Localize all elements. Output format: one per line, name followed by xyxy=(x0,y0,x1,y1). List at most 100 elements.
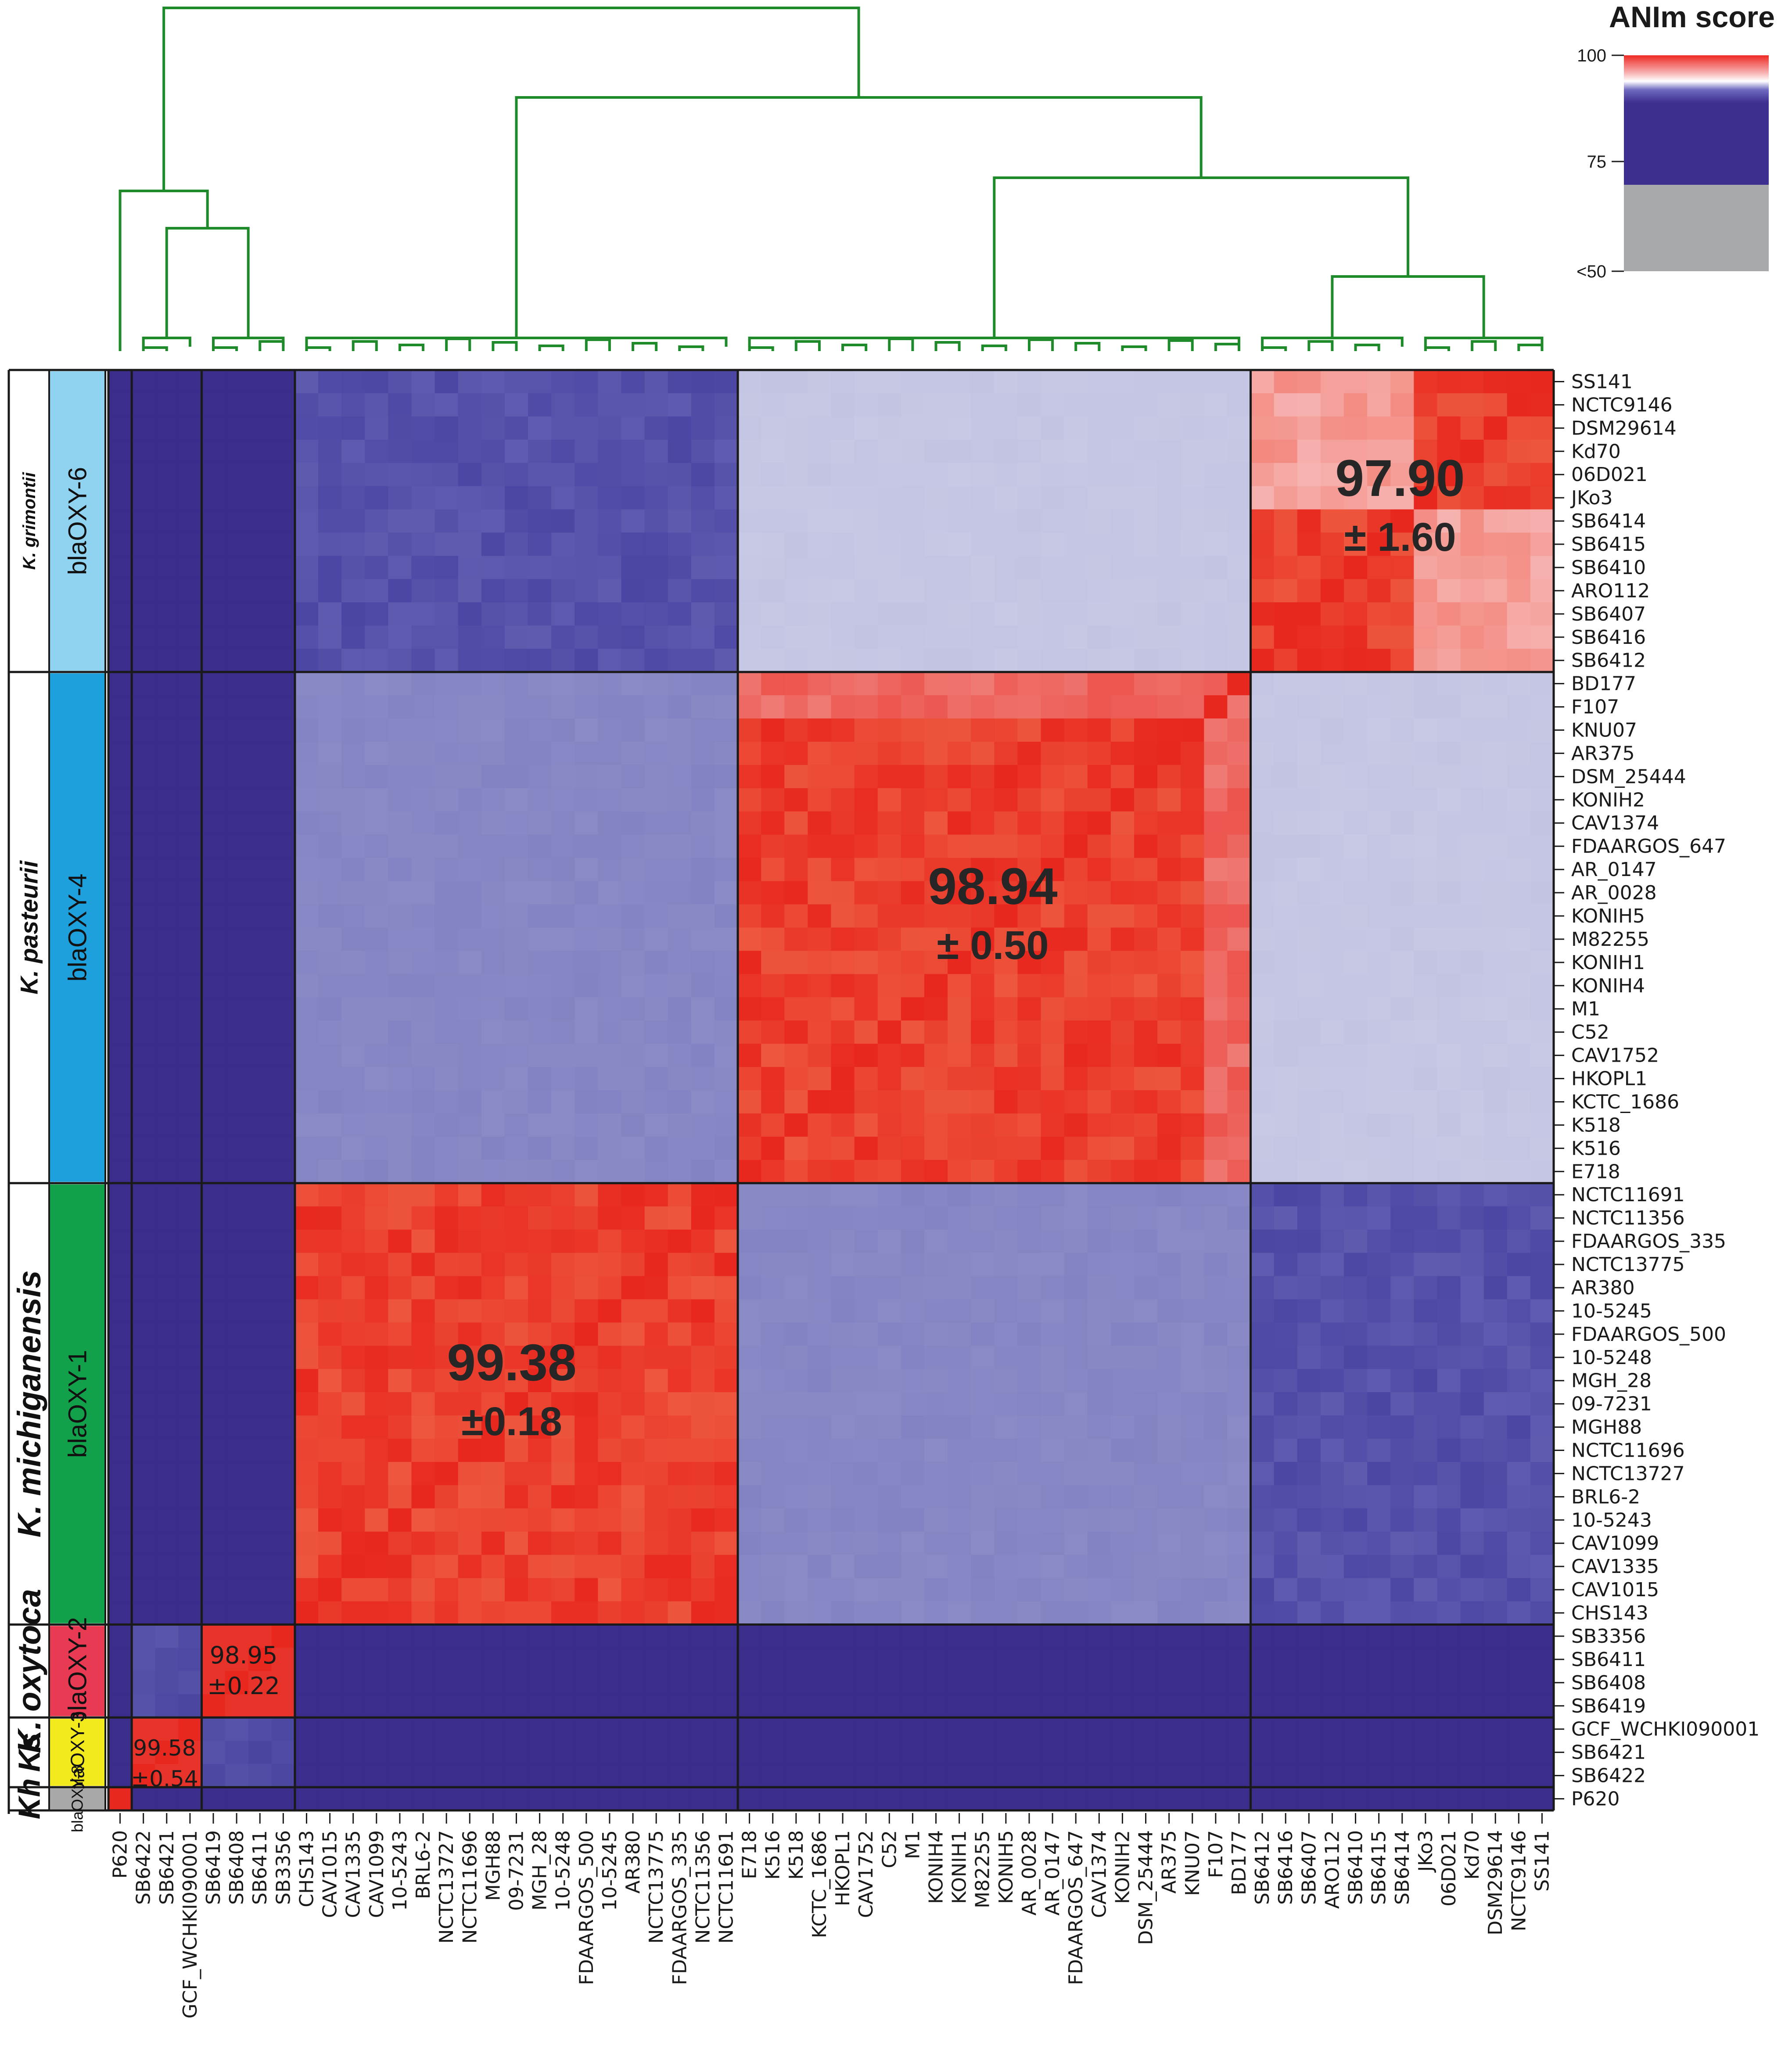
heatmap-cell xyxy=(1017,1717,1041,1741)
heatmap-cell xyxy=(1157,1090,1181,1114)
heatmap-cell xyxy=(551,672,575,696)
heatmap-cell xyxy=(948,1555,971,1579)
heatmap-cell xyxy=(108,625,132,650)
heatmap-cell xyxy=(1507,393,1531,417)
heatmap-cell xyxy=(1157,1346,1181,1370)
heatmap-cell xyxy=(1274,649,1298,672)
heatmap-cell xyxy=(1483,439,1508,463)
heatmap-cell xyxy=(341,1113,366,1137)
heatmap-cell xyxy=(948,486,971,510)
heatmap-cell xyxy=(435,439,459,463)
heatmap-cell xyxy=(1530,1113,1554,1137)
heatmap-cell xyxy=(365,834,389,858)
heatmap-cell xyxy=(831,881,855,905)
heatmap-cell xyxy=(924,1555,948,1579)
heatmap-cell xyxy=(365,439,389,463)
heatmap-cell xyxy=(1460,1764,1484,1788)
heatmap-cell xyxy=(784,741,808,765)
heatmap-cell xyxy=(924,1392,948,1416)
heatmap-cell xyxy=(1087,1578,1111,1602)
heatmap-cell xyxy=(668,1741,692,1764)
heatmap-cell xyxy=(738,486,761,510)
heatmap-cell xyxy=(1204,1624,1228,1648)
heatmap-cell xyxy=(1041,463,1065,487)
heatmap-cell xyxy=(1483,741,1508,765)
heatmap-cell xyxy=(201,1624,226,1648)
heatmap-cell xyxy=(155,579,179,603)
heatmap-cell xyxy=(1414,788,1438,812)
heatmap-cell xyxy=(1087,1624,1111,1648)
heatmap-cell xyxy=(1437,858,1461,882)
heatmap-cell xyxy=(1483,1067,1508,1091)
heatmap-cell xyxy=(1414,974,1438,998)
heatmap-cell xyxy=(481,1694,505,1718)
heatmap-cell xyxy=(1437,1276,1461,1300)
heatmap-cell xyxy=(1157,974,1181,998)
heatmap-cell xyxy=(1414,1067,1438,1091)
heatmap-cell xyxy=(155,858,179,882)
heatmap-cell xyxy=(575,1253,599,1277)
heatmap-cell xyxy=(1367,881,1391,905)
heatmap-cell xyxy=(1437,1206,1461,1230)
heatmap-cell xyxy=(831,1485,855,1509)
heatmap-cell xyxy=(1227,858,1251,882)
heatmap-cell xyxy=(201,1671,226,1695)
heatmap-cell xyxy=(1064,997,1088,1021)
row-label: MGH_28 xyxy=(1571,1370,1652,1392)
heatmap-cell xyxy=(1437,625,1461,650)
heatmap-cell xyxy=(1343,579,1368,603)
heatmap-cell xyxy=(1041,393,1065,417)
heatmap-cell xyxy=(1157,1787,1181,1811)
heatmap-cell xyxy=(132,1113,156,1137)
heatmap-cell xyxy=(621,1694,645,1718)
heatmap-cell xyxy=(1110,1508,1135,1532)
row-label: 06D021 xyxy=(1571,463,1648,486)
heatmap-cell xyxy=(1530,1694,1554,1718)
row-label: MGH88 xyxy=(1571,1416,1642,1439)
heatmap-cell xyxy=(1041,858,1065,882)
heatmap-cell xyxy=(877,834,901,858)
heatmap-cell xyxy=(1204,556,1228,580)
heatmap-cell xyxy=(1530,951,1554,975)
heatmap-cell xyxy=(1017,1415,1041,1439)
heatmap-cell xyxy=(178,834,202,858)
heatmap-cell xyxy=(341,788,366,812)
heatmap-cell xyxy=(738,927,761,952)
heatmap-cell xyxy=(621,532,645,557)
heatmap-cell xyxy=(668,1671,692,1695)
heatmap-cell xyxy=(1507,1578,1531,1602)
heatmap-cell xyxy=(388,463,412,487)
heatmap-cell xyxy=(1437,927,1461,952)
heatmap-cell xyxy=(435,1694,459,1718)
heatmap-cell xyxy=(504,1694,528,1718)
heatmap-cell xyxy=(1181,881,1205,905)
heatmap-cell xyxy=(901,904,925,928)
heatmap-cell xyxy=(1390,1322,1415,1347)
heatmap-cell xyxy=(971,1113,995,1137)
heatmap-cell xyxy=(1110,556,1135,580)
heatmap-cell xyxy=(1414,1299,1438,1323)
heatmap-cell xyxy=(854,1346,878,1370)
row-label: CAV1099 xyxy=(1571,1532,1659,1555)
heatmap-cell xyxy=(924,1136,948,1160)
heatmap-cell xyxy=(1274,1601,1298,1625)
heatmap-cell xyxy=(598,1787,622,1811)
heatmap-cell xyxy=(1227,1648,1251,1672)
heatmap-cell xyxy=(1507,1253,1531,1277)
heatmap-cell xyxy=(1297,904,1321,928)
heatmap-cell xyxy=(1087,1044,1111,1067)
heatmap-cell xyxy=(644,765,668,789)
heatmap-cell xyxy=(808,788,832,812)
heatmap-cell xyxy=(201,393,226,417)
heatmap-cell xyxy=(365,1113,389,1137)
heatmap-cell xyxy=(994,1044,1018,1067)
heatmap-cell xyxy=(271,416,295,440)
heatmap-cell xyxy=(1204,1531,1228,1555)
heatmap-cell xyxy=(808,1067,832,1091)
heatmap-cell xyxy=(971,1485,995,1509)
heatmap-cell xyxy=(1414,1392,1438,1416)
heatmap-cell xyxy=(365,1299,389,1323)
heatmap-cell xyxy=(318,1787,342,1811)
heatmap-cell xyxy=(178,1276,202,1300)
heatmap-cell xyxy=(294,718,319,742)
